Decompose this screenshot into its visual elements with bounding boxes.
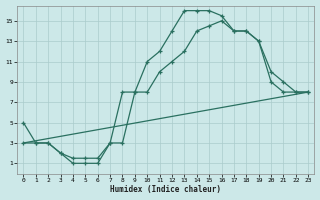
X-axis label: Humidex (Indice chaleur): Humidex (Indice chaleur)	[110, 185, 221, 194]
